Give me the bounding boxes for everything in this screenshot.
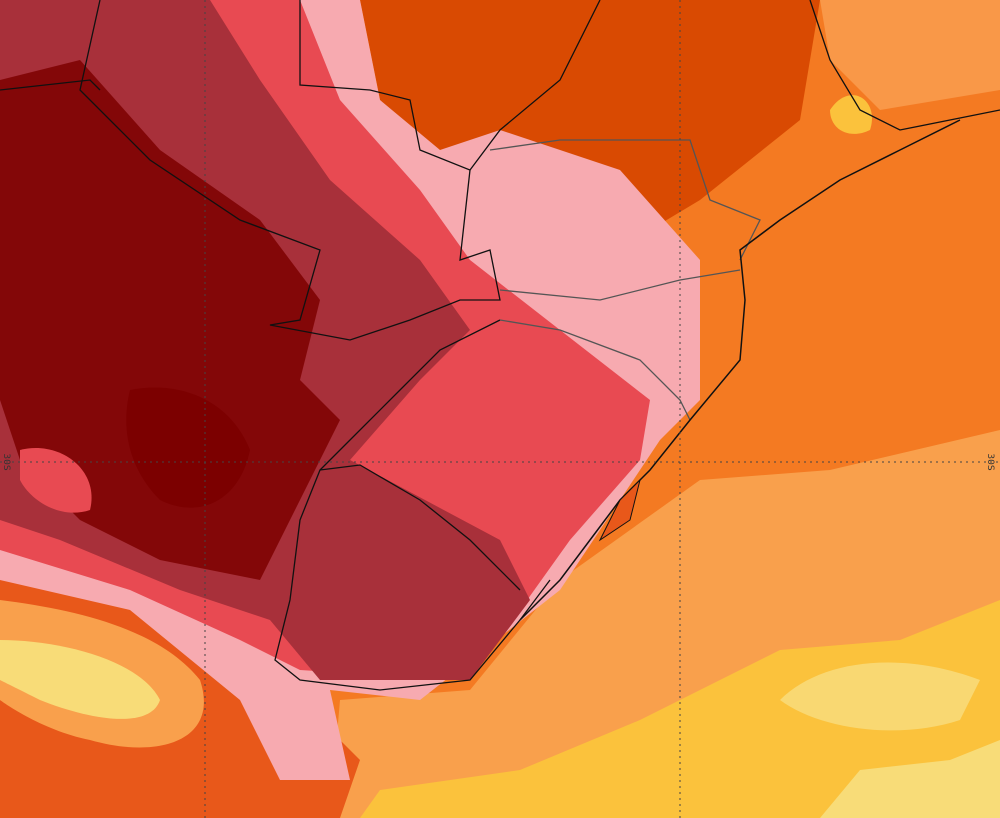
yellow-region	[820, 740, 1000, 818]
very-dark-red-region	[0, 60, 340, 580]
yellow-patch	[780, 662, 980, 731]
light-orange-top	[820, 0, 1000, 110]
lagoon	[598, 478, 641, 542]
lat-label: 30S	[985, 453, 995, 470]
lat-label: 30S	[1, 453, 11, 470]
yellow-top	[830, 95, 872, 134]
coastline	[519, 119, 961, 621]
yellow-sw	[0, 640, 160, 719]
borders	[0, 0, 1000, 691]
state-borders	[489, 139, 761, 421]
red-patch	[20, 448, 92, 513]
very-dark-red-patch	[126, 387, 250, 508]
